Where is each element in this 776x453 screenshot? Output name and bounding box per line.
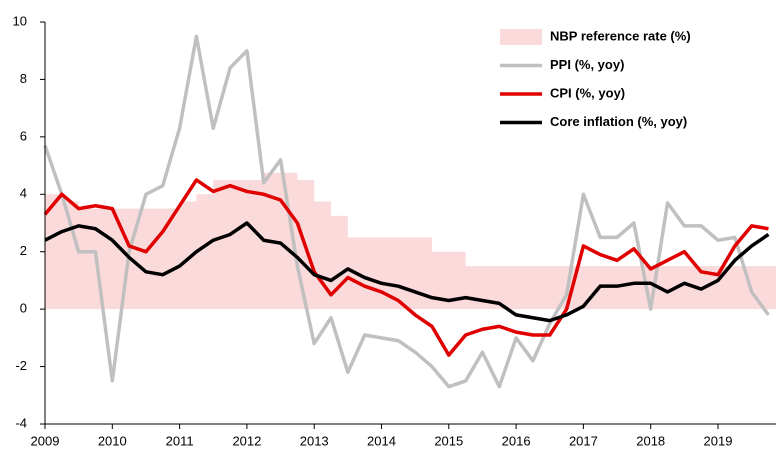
x-tick-label: 2010 [98,433,127,448]
line [43,178,769,357]
x-tick-label: 2012 [232,433,261,448]
legend-label: NBP reference rate (%) [550,28,691,43]
y-tick-label: 6 [20,128,27,143]
x-tick-label: 2017 [569,433,598,448]
line [44,221,770,323]
legend-label: Core inflation (%, yoy) [550,114,687,129]
legend-label: PPI (%, yoy) [550,57,624,72]
legend: NBP reference rate (%) PPI (%, yoy) CPI (%… [500,28,691,129]
area [45,172,776,310]
y-tick-label: 10 [13,13,27,28]
y-tick-label: 8 [20,71,27,86]
x-tick-label: 2018 [636,433,665,448]
y-tick-label: -2 [15,358,27,373]
lines [43,34,770,389]
x-tick-label: 2011 [166,433,194,448]
x-tick-label: 2009 [31,433,60,448]
x-tick-label: 2019 [704,433,733,448]
y-tick-label: 2 [20,243,27,258]
legend-swatch [500,29,542,45]
line [43,34,770,389]
y-tick-label: 4 [20,186,27,201]
y-tick-label: 0 [20,301,27,316]
x-tick-label: 2013 [300,433,329,448]
areas [45,172,776,310]
x-tick-label: 2015 [434,433,463,448]
x-tick-label: 2014 [367,433,396,448]
y-tick-label: -4 [15,415,27,430]
legend-label: CPI (%, yoy) [550,85,625,100]
x-tick-label: 2016 [502,433,531,448]
